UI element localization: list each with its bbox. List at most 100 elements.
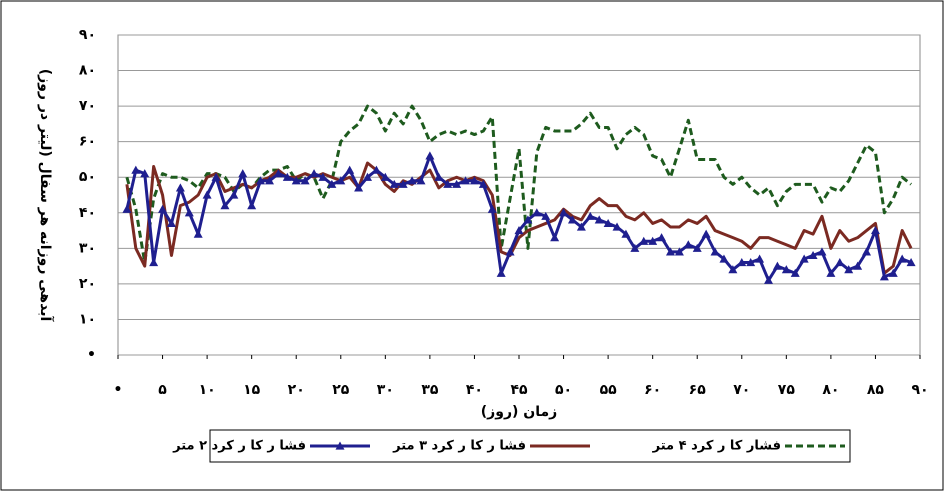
x-axis-title: زمان (روز) [481, 404, 557, 420]
y-tick-label: • [87, 347, 96, 363]
data-point [719, 254, 729, 263]
data-point [710, 247, 720, 256]
data-point [469, 176, 479, 185]
data-point [665, 247, 675, 256]
x-tick-label: ۳۵ [421, 382, 439, 398]
data-point [166, 218, 176, 228]
data-point [184, 208, 194, 217]
data-point [701, 229, 711, 238]
data-point [728, 265, 738, 274]
legend-label: فشا ر کا ر کرد ۲ متر [172, 439, 306, 454]
legend-label: فشار کا ر کرد ۴ متر [652, 439, 781, 454]
data-point [585, 211, 595, 220]
data-point [853, 261, 863, 270]
data-point [550, 233, 560, 242]
x-tick-label: • [114, 382, 123, 398]
x-tick-label: ۵۵ [600, 382, 618, 398]
data-point [140, 169, 150, 178]
data-point [238, 169, 248, 178]
y-axis-title: آبدهی روزانه هر سفال (لیتر در روز) [37, 69, 55, 323]
data-point [273, 169, 283, 178]
data-point [817, 247, 827, 256]
data-point [158, 204, 168, 213]
x-tick-label: ۷۰ [733, 382, 750, 398]
x-tick-label: ۱۰ [199, 382, 216, 398]
data-point [559, 208, 569, 217]
legend-label: فشا ر کا ر کرد ۳ متر [392, 439, 526, 454]
data-point [416, 176, 426, 185]
y-tick-label: ۶۰ [79, 134, 96, 150]
legend-marker [335, 441, 345, 450]
x-tick-label: ۴۵ [510, 382, 528, 398]
data-point [826, 268, 836, 277]
y-tick-label: ۸۰ [79, 63, 96, 79]
data-point [862, 247, 872, 256]
data-point [389, 179, 399, 188]
data-point [630, 243, 640, 252]
data-point [300, 176, 310, 185]
plot-area [117, 34, 921, 356]
data-point [532, 208, 542, 217]
data-point [461, 176, 471, 185]
data-point [193, 229, 203, 238]
data-point [612, 222, 622, 231]
data-point [755, 254, 765, 263]
data-point [674, 247, 684, 256]
data-point [897, 254, 907, 263]
x-tick-label: ۶۵ [689, 382, 707, 398]
data-point [309, 169, 319, 178]
data-point [122, 204, 132, 213]
data-point [888, 268, 898, 277]
x-tick-label: ۵ [158, 382, 167, 398]
data-point [692, 243, 702, 252]
y-tick-label: ۷۰ [79, 98, 96, 114]
data-point [380, 172, 390, 181]
data-point [398, 179, 408, 188]
data-point [523, 215, 533, 224]
data-point [764, 275, 774, 284]
data-point [452, 179, 462, 188]
data-point [256, 176, 266, 185]
data-point [879, 272, 889, 281]
y-tick-label: ۳۰ [79, 240, 96, 256]
data-point [657, 233, 667, 242]
data-point [621, 229, 631, 238]
x-tick-label: ۲۰ [288, 382, 305, 398]
data-point [870, 226, 880, 235]
data-point [425, 151, 435, 160]
x-tick-label: ۴۰ [466, 382, 483, 398]
data-point [603, 218, 613, 228]
y-tick-label: ۴۰ [79, 205, 96, 221]
data-point [318, 172, 328, 181]
data-point [443, 179, 453, 188]
data-point [291, 176, 301, 185]
data-point [407, 176, 417, 185]
data-point [149, 258, 159, 267]
x-tick-label: ۳۰ [377, 382, 394, 398]
data-point [487, 204, 497, 213]
data-point [594, 215, 604, 224]
data-point [505, 247, 515, 256]
data-point [799, 254, 809, 263]
data-point [567, 215, 577, 224]
data-point [363, 172, 373, 181]
y-tick-label: ۱۰ [79, 311, 96, 327]
data-point [264, 176, 274, 185]
data-point [576, 222, 586, 231]
y-tick-label: ۲۰ [79, 276, 96, 292]
data-point [737, 258, 747, 267]
data-point [790, 268, 800, 277]
data-point [220, 201, 230, 210]
data-point [781, 265, 791, 274]
y-tick-label: ۵۰ [79, 169, 96, 185]
series-line [125, 104, 913, 265]
x-tick-label: ۸۰ [822, 382, 839, 398]
data-point [541, 211, 551, 220]
data-point [336, 176, 346, 185]
data-point [345, 165, 355, 174]
data-point [648, 236, 658, 245]
data-point [835, 258, 845, 267]
y-tick-label: ۹۰ [79, 27, 96, 43]
data-point [229, 190, 239, 199]
